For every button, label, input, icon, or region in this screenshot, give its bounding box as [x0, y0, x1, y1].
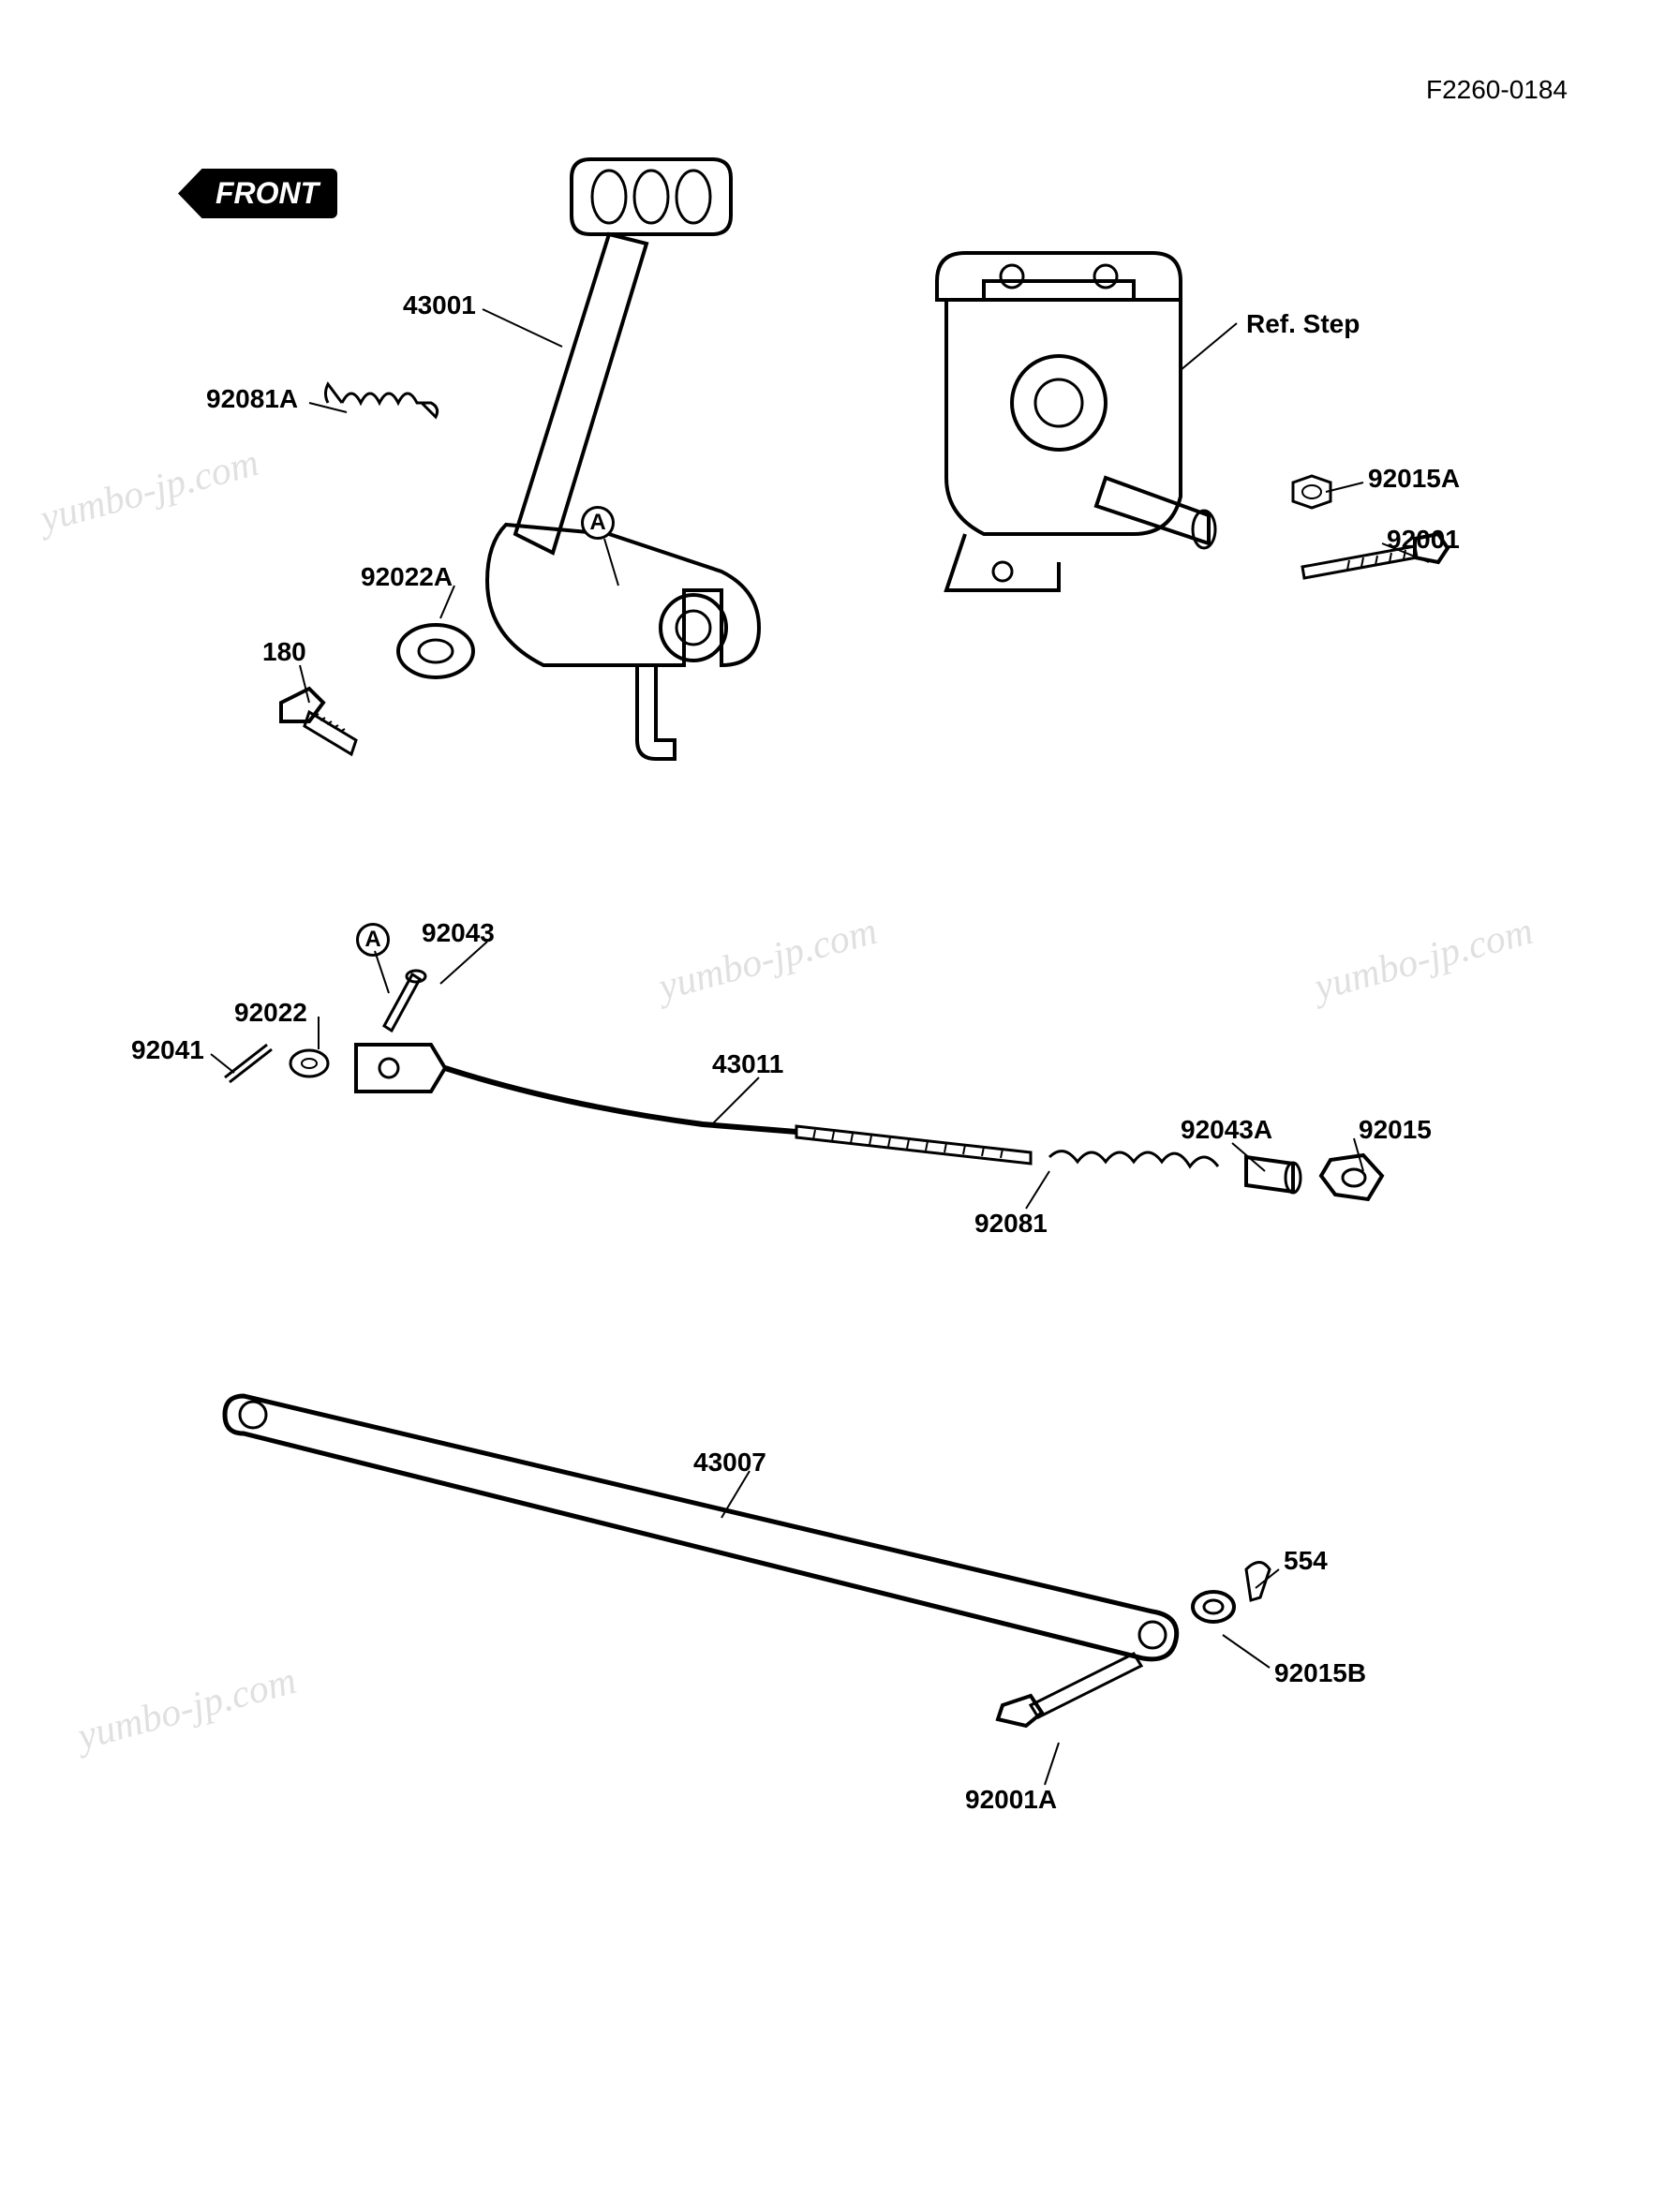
marker-a1: A [581, 506, 615, 540]
label-43007: 43007 [693, 1448, 766, 1478]
label-92043a: 92043A [1181, 1115, 1272, 1145]
label-ref-step: Ref. Step [1246, 309, 1360, 339]
label-554: 554 [1284, 1546, 1328, 1576]
brake-pedal-svg [422, 141, 890, 796]
front-label: FRONT [216, 176, 319, 210]
marker-a2: A [356, 923, 390, 957]
label-92015b: 92015B [1274, 1658, 1366, 1688]
label-92001a: 92001A [965, 1785, 1057, 1815]
label-92081: 92081 [974, 1209, 1048, 1239]
watermark: yumbo-jp.com [36, 440, 263, 542]
label-43011: 43011 [712, 1049, 783, 1079]
washer-svg [394, 609, 478, 693]
front-badge: FRONT [178, 169, 337, 218]
brake-rod-svg [187, 956, 1499, 1284]
bolt-180-svg [262, 675, 375, 787]
label-180: 180 [262, 637, 306, 667]
label-43001: 43001 [403, 290, 476, 320]
spring-svg [319, 365, 450, 440]
label-92041: 92041 [131, 1035, 204, 1065]
label-92015: 92015 [1359, 1115, 1432, 1145]
label-92022: 92022 [234, 998, 307, 1028]
label-92001: 92001 [1387, 525, 1460, 555]
diagram-container: F2260-0184 FRONT yumbo-jp.com yumbo-jp.c… [0, 0, 1680, 2198]
label-92015a: 92015A [1368, 464, 1460, 494]
label-92081a: 92081A [206, 384, 298, 414]
reference-code: F2260-0184 [1426, 75, 1568, 105]
nut-92015a-svg [1284, 468, 1340, 515]
torque-rod-svg [187, 1340, 1312, 1733]
label-92043: 92043 [422, 918, 495, 948]
label-92022a: 92022A [361, 562, 453, 592]
